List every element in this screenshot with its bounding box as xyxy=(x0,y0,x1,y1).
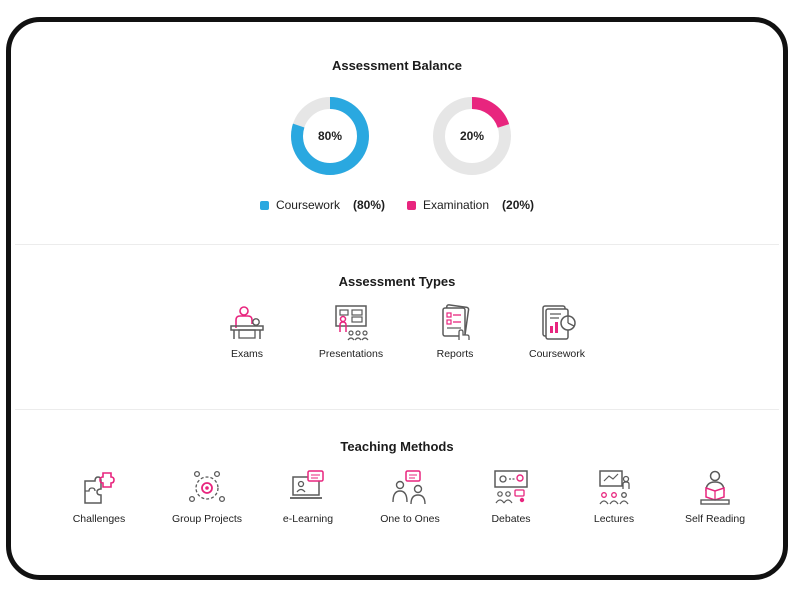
card-frame: Assessment Balance 80% 20% Coursework (8… xyxy=(6,17,788,580)
teaching-method-label: Lectures xyxy=(593,513,635,525)
teaching-method-label: One to Ones xyxy=(380,513,440,525)
legend-value-coursework: (80%) xyxy=(352,198,385,212)
assessment-types-title: Assessment Types xyxy=(338,274,456,289)
legend-swatch-examination xyxy=(406,200,416,210)
coursework-donut-svg xyxy=(291,97,369,175)
examination-donut-arc xyxy=(433,97,511,175)
legend-swatch-coursework xyxy=(259,200,269,210)
reading-person-icon xyxy=(700,470,730,505)
assessment-type-presentations: Presentations xyxy=(291,304,411,360)
two-people-chat-icon xyxy=(392,470,426,505)
section-divider xyxy=(15,244,779,245)
teaching-method-one-to-ones: One to Ones xyxy=(350,469,470,525)
assessment-type-exams: Exams xyxy=(187,304,307,360)
teaching-method-debates: Debates xyxy=(451,469,571,525)
examination-donut-label: 20% xyxy=(459,129,485,143)
assessment-balance-title: Assessment Balance xyxy=(331,58,463,73)
coursework-files-icon xyxy=(542,305,576,340)
lecture-board-icon xyxy=(599,470,630,505)
assessment-type-label: Exams xyxy=(230,348,264,360)
presentation-board-icon xyxy=(335,305,369,341)
puzzle-icon xyxy=(84,472,115,504)
assessment-type-label: Reports xyxy=(436,348,474,360)
teaching-methods-title: Teaching Methods xyxy=(340,439,454,454)
section-divider xyxy=(15,409,779,410)
legend-name-coursework: Coursework xyxy=(275,198,340,212)
legend-item-coursework: Coursework (80%) xyxy=(259,198,385,212)
assessment-type-coursework: Coursework xyxy=(497,304,617,360)
legend-name-examination: Examination xyxy=(422,198,490,212)
teaching-method-label: Debates xyxy=(491,513,531,525)
coursework-donut-arc xyxy=(291,97,369,175)
legend-item-examination: Examination (20%) xyxy=(406,198,535,212)
exam-desk-icon xyxy=(230,306,264,339)
group-gear-icon xyxy=(188,470,226,503)
teaching-method-label: e-Learning xyxy=(282,513,334,525)
assessment-type-label: Presentations xyxy=(318,348,384,360)
teaching-method-label: Self Reading xyxy=(684,513,746,525)
coursework-donut-label: 80% xyxy=(317,129,343,143)
laptop-chat-icon xyxy=(290,470,324,499)
teaching-method-label: Challenges xyxy=(72,513,126,525)
debate-board-icon xyxy=(494,470,528,504)
teaching-method-self-reading: Self Reading xyxy=(655,469,775,525)
teaching-method-label: Group Projects xyxy=(171,513,243,525)
examination-donut-chart: 20% xyxy=(432,96,512,176)
teaching-method-e-learning: e-Learning xyxy=(248,469,368,525)
assessment-type-label: Coursework xyxy=(528,348,586,360)
teaching-method-challenges: Challenges xyxy=(39,469,159,525)
examination-donut-svg xyxy=(433,97,511,175)
legend-value-examination: (20%) xyxy=(502,198,535,212)
coursework-donut-chart: 80% xyxy=(290,96,370,176)
report-document-icon xyxy=(442,304,470,340)
balance-legend: Coursework (80%) Examination (20%) xyxy=(11,198,783,212)
teaching-method-lectures: Lectures xyxy=(554,469,674,525)
teaching-method-group-projects: Group Projects xyxy=(147,469,267,525)
assessment-type-reports: Reports xyxy=(395,304,515,360)
